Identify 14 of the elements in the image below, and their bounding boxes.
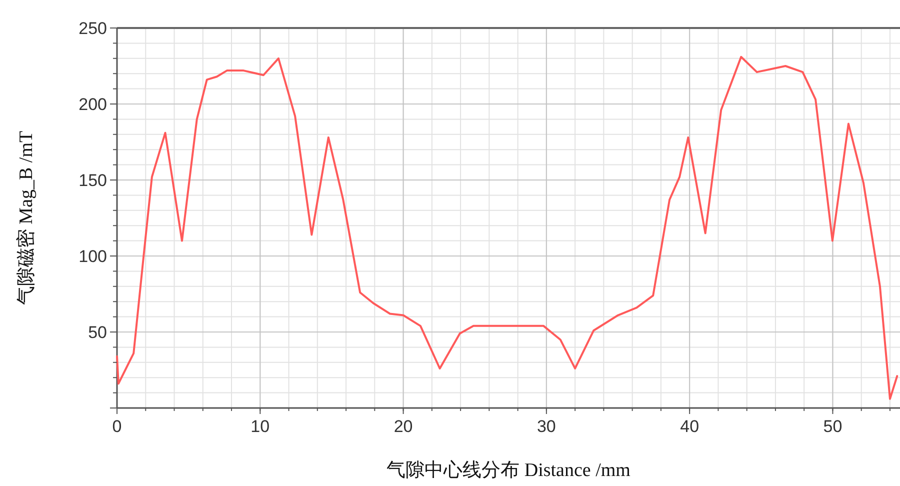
y-tick-label: 150 bbox=[78, 171, 107, 190]
x-tick-label: 50 bbox=[823, 417, 842, 436]
x-tick-label: 10 bbox=[250, 417, 270, 436]
x-axis-title: 气隙中心线分布 Distance /mm bbox=[386, 459, 631, 481]
x-tick-label: 20 bbox=[394, 417, 413, 436]
y-tick-label: 50 bbox=[88, 323, 107, 342]
x-tick-label: 40 bbox=[680, 417, 700, 436]
y-tick-label: 250 bbox=[78, 19, 107, 38]
y-axis-title: 气隙磁密 Mag_B /mT bbox=[15, 130, 37, 306]
x-tick-label: 0 bbox=[112, 417, 122, 436]
y-tick-label: 200 bbox=[78, 95, 107, 114]
y-tick-label: 100 bbox=[78, 247, 107, 266]
x-tick-label: 30 bbox=[536, 417, 556, 436]
line-series bbox=[116, 56, 898, 400]
